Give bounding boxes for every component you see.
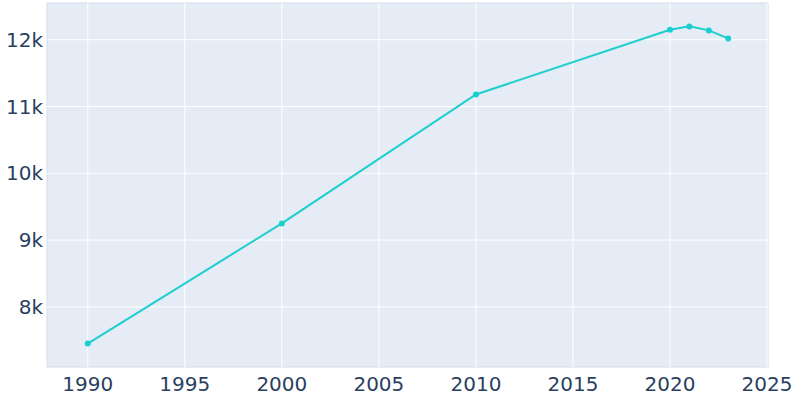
plot-area: [47, 3, 768, 367]
chart: 1990 1995 2000 2005 2010 2015 2020 2025 8k 9k 10k 1…: [0, 0, 800, 400]
point: [706, 27, 712, 33]
point: [473, 92, 479, 98]
y-grid-line: [47, 106, 768, 107]
x-grid-line: [767, 3, 768, 367]
y-grid-line: [47, 240, 768, 241]
point: [85, 341, 91, 347]
point: [279, 220, 285, 226]
x-tick-label: 2000: [256, 372, 307, 396]
x-tick-label: 2025: [742, 372, 793, 396]
x-grid-line: [669, 3, 670, 367]
x-grid-line: [281, 3, 282, 367]
x-tick-label: 2005: [353, 372, 404, 396]
x-grid-line: [572, 3, 573, 367]
x-grid-line: [87, 3, 88, 367]
x-grid-line: [184, 3, 185, 367]
point: [686, 23, 692, 29]
point: [725, 35, 731, 41]
y-tick-label: 12k: [6, 28, 43, 52]
x-tick-label: 2020: [645, 372, 696, 396]
data-group: [85, 23, 731, 346]
x-tick-label: 2010: [450, 372, 501, 396]
x-grid-line: [475, 3, 476, 367]
x-tick-label: 2015: [547, 372, 598, 396]
y-grid-line: [47, 306, 768, 307]
y-grid-line: [47, 39, 768, 40]
chart-container: 1990 1995 2000 2005 2010 2015 2020 2025 8k 9k 10k 1…: [0, 0, 800, 400]
x-grid-line: [378, 3, 379, 367]
line: [88, 26, 728, 343]
point: [667, 27, 673, 33]
y-tick-label: 9k: [19, 228, 44, 252]
x-tick-label: 1995: [159, 372, 210, 396]
y-tick-label: 8k: [19, 295, 44, 319]
y-grid-line: [47, 173, 768, 174]
y-tick-label: 10k: [6, 161, 43, 185]
x-tick-label: 1990: [62, 372, 113, 396]
y-tick-label: 11k: [6, 95, 43, 119]
